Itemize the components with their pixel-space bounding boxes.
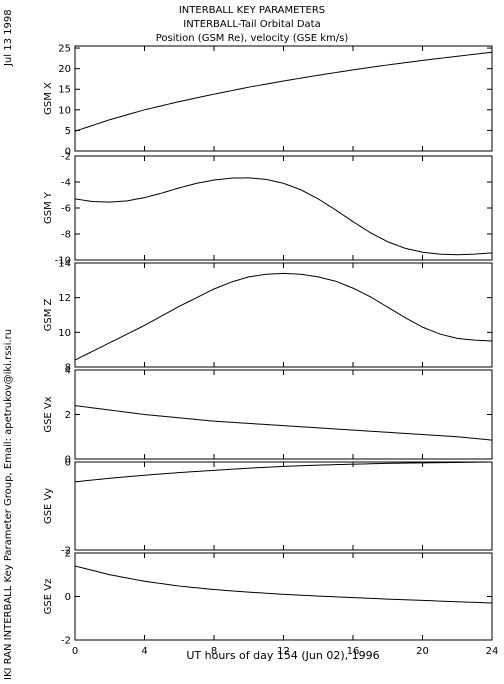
y-axis-label: GSE Vx (43, 396, 54, 432)
credit-line: IKI RAN INTERBALL Key Parameter Group, E… (3, 328, 14, 680)
y-tick-label: -6 (61, 204, 71, 215)
y-tick-label: 8 (65, 363, 71, 374)
y-tick-label: 0 (65, 458, 71, 469)
chart-title-line1: INTERBALL KEY PARAMETERS (179, 5, 325, 16)
series-line (74, 51, 493, 132)
y-tick-label: -8 (61, 230, 71, 241)
y-tick-label: 2 (65, 410, 71, 421)
y-tick-label: 15 (58, 85, 71, 96)
panel-frame (74, 155, 493, 261)
y-tick-label: -10 (55, 256, 71, 267)
y-tick-label: -4 (61, 178, 71, 189)
panel-frame (74, 461, 493, 551)
panel-frame (74, 262, 493, 368)
y-tick-label: 4 (65, 366, 71, 377)
series-line (74, 461, 493, 483)
x-tick-label: 8 (211, 646, 217, 657)
x-tick-label: 4 (141, 646, 147, 657)
chart-title-line2: INTERBALL-Tail Orbital Data (183, 19, 320, 30)
y-tick-label: 0 (65, 592, 71, 603)
x-tick-label: 24 (486, 646, 499, 657)
panel-frame (74, 552, 493, 641)
x-axis-label: UT hours of day 154 (Jun 02), 1996 (186, 649, 379, 662)
y-axis-label: GSM X (43, 82, 54, 115)
x-tick-label: 12 (277, 646, 290, 657)
x-tick-label: 16 (347, 646, 360, 657)
chart-title-line3: Position (GSM Re), velocity (GSE km/s) (156, 33, 349, 44)
date-stamp: Jul 13 1998 (3, 9, 14, 66)
y-axis-label: GSM Y (43, 191, 54, 224)
y-tick-label: 20 (58, 64, 71, 75)
y-tick-label: 2 (65, 549, 71, 560)
series-line (74, 405, 493, 441)
y-tick-label: -2 (61, 152, 71, 163)
y-tick-label: 10 (58, 105, 71, 116)
y-tick-label: 0 (65, 147, 71, 158)
panel-frame (74, 369, 493, 460)
y-tick-label: 14 (58, 259, 71, 270)
y-tick-label: 10 (58, 328, 71, 339)
y-tick-label: -2 (61, 636, 71, 647)
y-tick-label: 12 (58, 293, 71, 304)
y-axis-label: GSE Vz (43, 579, 54, 615)
x-tick-label: 20 (416, 646, 429, 657)
y-axis-label: GSM Z (43, 298, 54, 331)
y-tick-label: -2 (61, 546, 71, 557)
x-tick-label: 0 (72, 646, 78, 657)
series-line (74, 272, 493, 361)
panel-frame (74, 45, 493, 152)
y-tick-label: 0 (65, 455, 71, 466)
y-axis-label: GSE Vy (43, 488, 54, 524)
y-tick-label: 25 (58, 44, 71, 55)
series-line (74, 565, 493, 604)
y-tick-label: 5 (65, 126, 71, 137)
series-line (74, 177, 493, 256)
